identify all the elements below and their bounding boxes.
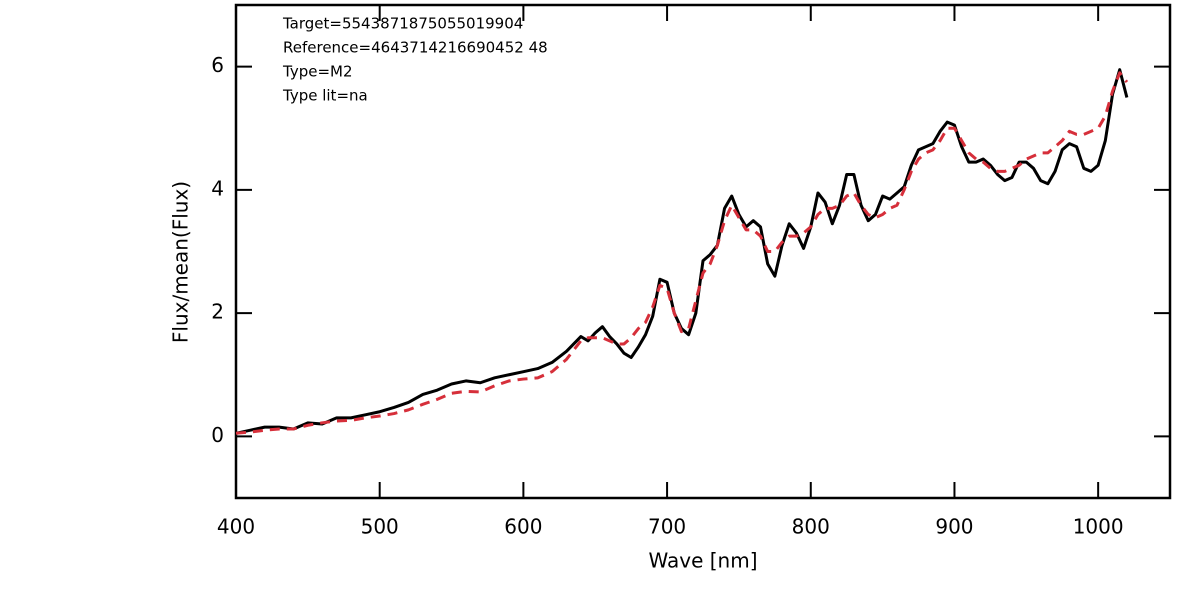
- x-tick-label: 800: [792, 515, 830, 539]
- x-axis-label: Wave [nm]: [648, 549, 757, 573]
- x-tick-label: 700: [648, 515, 686, 539]
- y-tick-label: 0: [211, 423, 224, 447]
- y-tick-label: 6: [211, 53, 224, 77]
- y-tick-label: 4: [211, 176, 224, 200]
- y-tick-label: 2: [211, 300, 224, 324]
- x-tick-label: 600: [504, 515, 542, 539]
- annotation: Target=5543871875055019904: [282, 15, 523, 33]
- annotation: Type lit=na: [282, 87, 368, 105]
- annotation: Type=M2: [282, 63, 353, 81]
- x-tick-label: 400: [217, 515, 255, 539]
- data-line: [235, 68, 1129, 435]
- x-tick-label: 500: [361, 515, 399, 539]
- annotation: Reference=4643714216690452 48: [283, 39, 548, 57]
- data-line: [235, 71, 1129, 435]
- x-tick-label: 1000: [1073, 515, 1124, 539]
- x-tick-label: 900: [935, 515, 973, 539]
- plot-frame: [234, 3, 1172, 500]
- y-axis-label: Flux/mean(Flux): [169, 181, 193, 343]
